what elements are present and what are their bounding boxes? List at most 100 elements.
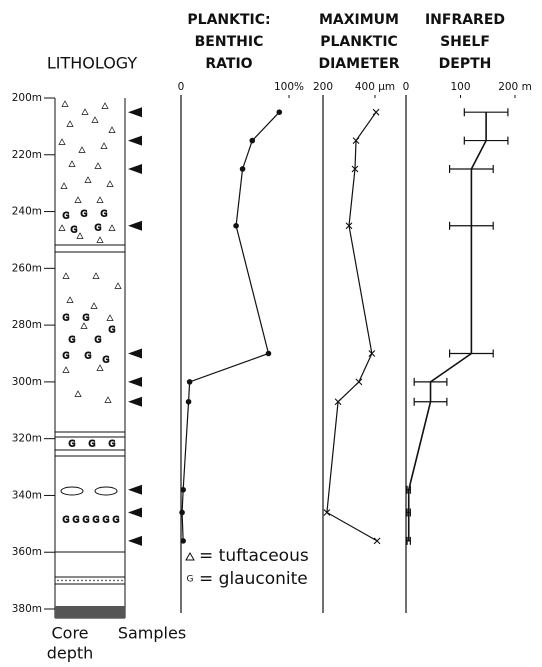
tuff-symbol — [82, 109, 88, 115]
legend-symbol: G — [187, 575, 194, 585]
x-tick-label: 400 µm — [355, 81, 395, 93]
sand-dot — [73, 580, 74, 581]
tuff-symbol — [62, 101, 68, 107]
sand-dot — [69, 580, 70, 581]
data-point — [179, 510, 185, 516]
y-axis-label: depth — [47, 644, 94, 663]
data-point — [233, 223, 239, 229]
legend-symbol — [186, 553, 194, 560]
dense-bed — [55, 606, 125, 618]
y-tick-label: 220m — [12, 149, 42, 161]
data-point — [187, 379, 193, 385]
glauconite-symbol: G — [71, 226, 78, 236]
samples-label: Samples — [118, 624, 186, 643]
data-point — [180, 538, 186, 544]
data-point — [356, 379, 362, 385]
y-tick-label: 380m — [12, 603, 42, 615]
tuff-symbol — [92, 117, 98, 123]
tuff-symbol — [81, 323, 87, 329]
tuff-symbol — [102, 103, 108, 109]
panel-title: SHELF — [440, 34, 490, 50]
y-tick-label: 320m — [12, 433, 42, 445]
glauconite-symbol: G — [83, 314, 90, 324]
legend-label: = tuftaceous — [199, 546, 309, 566]
glauconite-symbol: G — [63, 212, 70, 222]
glauconite-symbol: G — [93, 516, 100, 526]
lens — [95, 487, 117, 495]
glauconite-symbol: G — [63, 314, 70, 324]
panel-title: DEPTH — [439, 56, 492, 72]
glauconite-symbol: G — [69, 336, 76, 346]
glauconite-symbol: G — [109, 440, 116, 450]
tuff-symbol — [59, 225, 65, 231]
tuff-symbol — [101, 143, 107, 149]
sample-arrow — [128, 377, 142, 387]
x-tick-label: 200 — [313, 81, 333, 93]
glauconite-symbol: G — [109, 326, 116, 336]
tuff-symbol — [97, 365, 103, 371]
sand-dot — [117, 580, 118, 581]
x-tick-label: 0 — [403, 81, 410, 93]
sand-dot — [101, 580, 102, 581]
tuff-symbol — [109, 225, 115, 231]
glauconite-symbol: G — [95, 336, 102, 346]
sample-arrow — [128, 397, 142, 407]
sample-arrow — [128, 136, 142, 146]
sand-dot — [81, 580, 82, 581]
glauconite-symbol: G — [101, 210, 108, 220]
tuff-symbol — [97, 237, 103, 243]
data-point — [180, 487, 186, 493]
y-tick-label: 300m — [12, 376, 42, 388]
legend-label: = glauconite — [199, 569, 308, 589]
tuff-symbol — [105, 397, 111, 403]
sand-dot — [105, 580, 106, 581]
tuff-symbol — [59, 139, 65, 145]
data-point — [240, 166, 246, 172]
data-line — [409, 112, 486, 541]
sand-dot — [61, 580, 62, 581]
y-tick-label: 200m — [12, 92, 42, 104]
x-tick-label: 200 m — [498, 81, 532, 93]
glauconite-symbol: G — [81, 210, 88, 220]
glauconite-symbol: G — [89, 440, 96, 450]
glauconite-symbol: G — [63, 352, 70, 362]
data-line — [327, 112, 377, 541]
glauconite-symbol: G — [83, 516, 90, 526]
glauconite-symbol: G — [103, 356, 110, 366]
sample-arrow — [128, 107, 142, 117]
panel-title: DIAMETER — [318, 56, 399, 72]
chart: LITHOLOGY Core depth Samples GGGGGGGGGGG… — [0, 0, 542, 667]
tuff-symbol — [109, 127, 115, 133]
sample-arrow — [128, 221, 142, 231]
data-point — [186, 399, 192, 405]
panel-title: INFRARED — [425, 12, 505, 28]
glauconite-symbol: G — [113, 516, 120, 526]
y-tick-label: 360m — [12, 546, 42, 558]
tuff-symbol — [107, 315, 113, 321]
sand-dot — [113, 580, 114, 581]
glauconite-symbol: G — [73, 516, 80, 526]
y-tick-label: 240m — [12, 206, 42, 218]
tuff-symbol — [61, 183, 67, 189]
x-tick-label: 100% — [274, 81, 304, 93]
sample-arrow — [128, 507, 142, 517]
tuff-symbol — [97, 197, 103, 203]
tuff-symbol — [91, 303, 97, 309]
panel-title: PLANKTIC: — [187, 12, 270, 28]
data-point — [374, 538, 380, 544]
panel-title: BENTHIC — [195, 34, 264, 50]
panel-title: PLANKTIC — [320, 34, 398, 50]
sample-arrow — [128, 349, 142, 359]
y-tick-label: 280m — [12, 319, 42, 331]
data-point — [266, 351, 272, 357]
tuff-symbol — [63, 273, 69, 279]
glauconite-symbol: G — [103, 516, 110, 526]
sand-dot — [65, 580, 66, 581]
sample-arrow — [128, 164, 142, 174]
data-point — [373, 109, 379, 115]
tuff-symbol — [67, 297, 73, 303]
panel-title: MAXIMUM — [319, 12, 399, 28]
data-point — [249, 138, 255, 144]
tuff-symbol — [79, 147, 85, 153]
sand-dot — [97, 580, 98, 581]
